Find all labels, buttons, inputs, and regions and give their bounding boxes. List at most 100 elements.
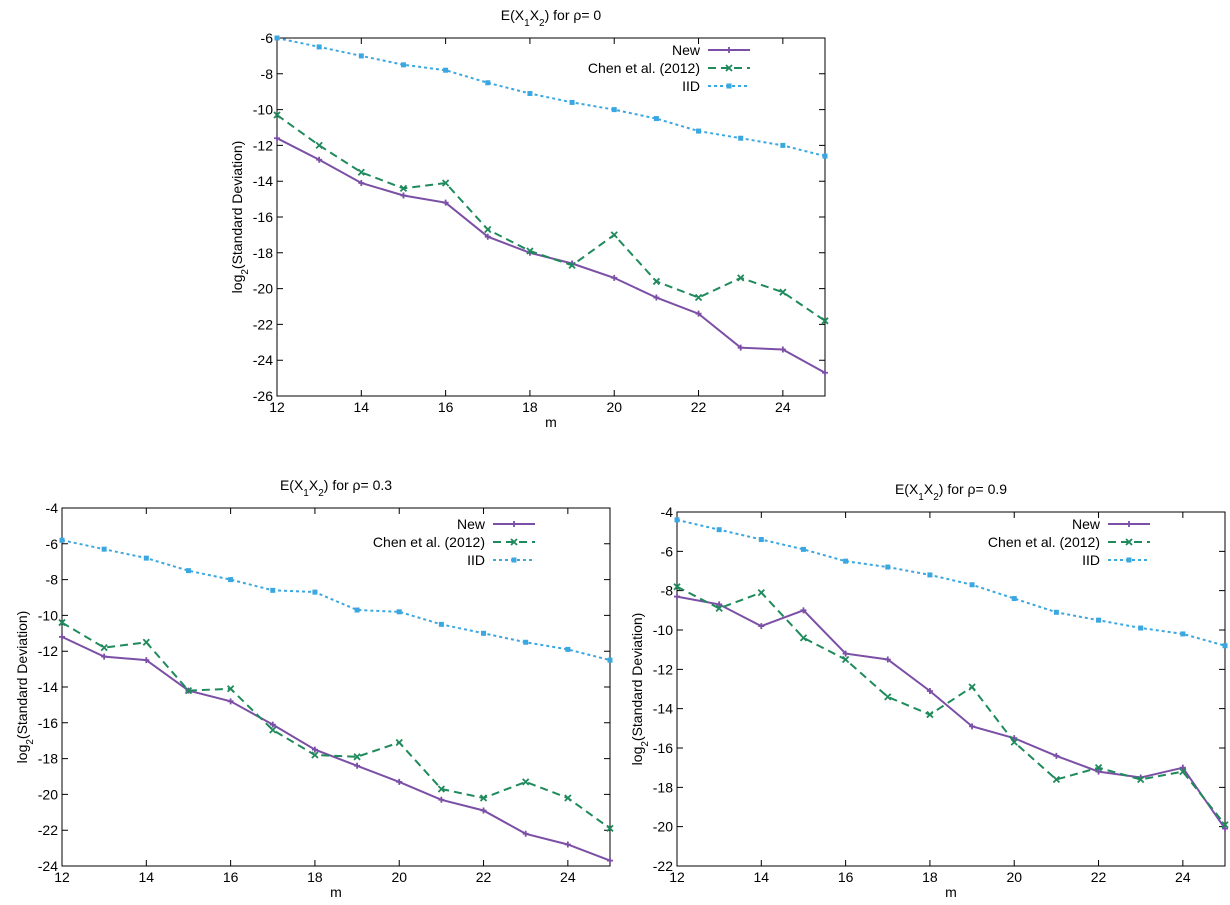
x-axis-label: m — [330, 884, 342, 900]
legend-label: Chen et al. (2012) — [588, 60, 700, 76]
y-tick-label: -26 — [253, 388, 273, 404]
data-point — [357, 168, 365, 176]
data-point — [437, 785, 446, 793]
data-point — [479, 794, 488, 802]
data-point — [715, 604, 723, 613]
data-point — [716, 601, 723, 608]
title-subscript: 2 — [539, 18, 545, 29]
y-tick-label: -4 — [661, 504, 674, 520]
data-point — [1095, 768, 1102, 775]
y-axis-label: log2(Standard Deviation) — [14, 611, 36, 764]
data-point — [58, 618, 66, 627]
data-point — [226, 685, 235, 693]
x-tick-label: 20 — [606, 399, 622, 415]
data-point — [800, 607, 807, 614]
data-point — [841, 655, 850, 664]
series-plus — [274, 135, 828, 376]
y-tick-label: -4 — [46, 500, 59, 516]
y-tick-label: -24 — [253, 352, 273, 368]
legend-marker — [725, 64, 733, 72]
data-point — [527, 90, 533, 96]
data-point — [799, 634, 808, 642]
x-tick-label: 12 — [269, 399, 285, 415]
y-tick-label: -18 — [38, 751, 58, 767]
data-point — [400, 62, 406, 68]
data-point — [438, 621, 444, 627]
data-point — [523, 639, 529, 645]
data-point — [758, 623, 765, 630]
title-text: E(X — [280, 477, 304, 493]
series-line — [61, 621, 611, 830]
series-x — [58, 618, 614, 833]
title-text: ) for ρ= 0 — [545, 7, 602, 23]
data-point — [1052, 775, 1061, 784]
legend-label: Chen et al. (2012) — [988, 534, 1100, 550]
series-square — [274, 35, 828, 159]
x-tick-label: 24 — [775, 399, 791, 415]
title-text: X — [530, 7, 540, 23]
data-point — [59, 633, 65, 640]
legend-marker — [511, 521, 517, 527]
y-tick-label: -14 — [38, 679, 58, 695]
chart-title: E(X1X2) for ρ= 0.3 — [280, 477, 392, 499]
x-tick-label: 22 — [1091, 869, 1107, 885]
data-point — [1180, 631, 1186, 637]
data-point — [358, 179, 365, 186]
title-subscript: 2 — [933, 492, 939, 503]
chart-panel-1: 12 14 16 18 20 22 24-26-24-22-20-18-16-14-12-1… — [229, 7, 829, 430]
series-line — [676, 595, 1226, 830]
data-point — [185, 568, 191, 574]
y-tick-label: -10 — [653, 622, 673, 638]
plot-frame — [61, 507, 611, 867]
y-tick-label: -10 — [253, 102, 273, 118]
data-point — [273, 111, 281, 119]
x-tick-label: 16 — [223, 869, 239, 885]
data-point — [821, 317, 829, 325]
chart-panel-3: 12 14 16 18 20 22 24-22-20-18-16-14-12-10-8-6-… — [629, 481, 1229, 900]
x-tick-label: 22 — [476, 869, 492, 885]
y-axis-label: log2(Standard Deviation) — [229, 141, 251, 294]
x-tick-label: 14 — [354, 399, 370, 415]
data-point — [800, 546, 806, 552]
data-point — [274, 35, 280, 41]
data-point — [395, 738, 403, 747]
x-tick-label: 14 — [754, 869, 770, 885]
ylabel-text: (Standard Deviation) — [229, 141, 245, 269]
y-tick-label: -20 — [38, 786, 58, 802]
data-point — [100, 643, 108, 652]
x-tick-label: 24 — [1175, 869, 1191, 885]
data-point — [101, 546, 107, 552]
series-x — [673, 583, 1229, 829]
data-point — [885, 564, 891, 570]
chart-title: E(X1X2) for ρ= 0.9 — [895, 481, 1007, 503]
y-tick-label: -14 — [653, 701, 673, 717]
x-tick-label: 16 — [838, 869, 854, 885]
x-tick-label: 24 — [560, 869, 576, 885]
y-tick-label: -14 — [253, 173, 273, 189]
y-tick-label: -12 — [38, 643, 58, 659]
y-tick-label: -6 — [661, 543, 674, 559]
ylabel-text: log — [229, 275, 245, 294]
data-point — [968, 683, 976, 691]
legend-label: IID — [1082, 552, 1100, 568]
data-point — [926, 687, 933, 694]
data-point — [353, 753, 361, 761]
data-point — [779, 346, 786, 353]
data-point — [480, 807, 487, 814]
data-point — [1179, 767, 1187, 776]
data-point — [607, 857, 613, 864]
data-point — [59, 537, 65, 543]
legend-marker — [1126, 557, 1132, 563]
y-tick-label: -8 — [661, 583, 674, 599]
data-point — [1010, 738, 1018, 746]
x-tick-label: 20 — [1006, 869, 1022, 885]
data-point — [969, 723, 976, 730]
data-point — [143, 657, 150, 664]
title-subscript: 1 — [918, 492, 924, 503]
chart-panel-2: 12 14 16 18 20 22 24-24-22-20-18-16-14-12-10-8… — [14, 477, 614, 900]
data-point — [652, 277, 661, 286]
data-point — [926, 710, 934, 719]
data-point — [442, 199, 449, 206]
y-tick-label: -16 — [253, 209, 273, 225]
